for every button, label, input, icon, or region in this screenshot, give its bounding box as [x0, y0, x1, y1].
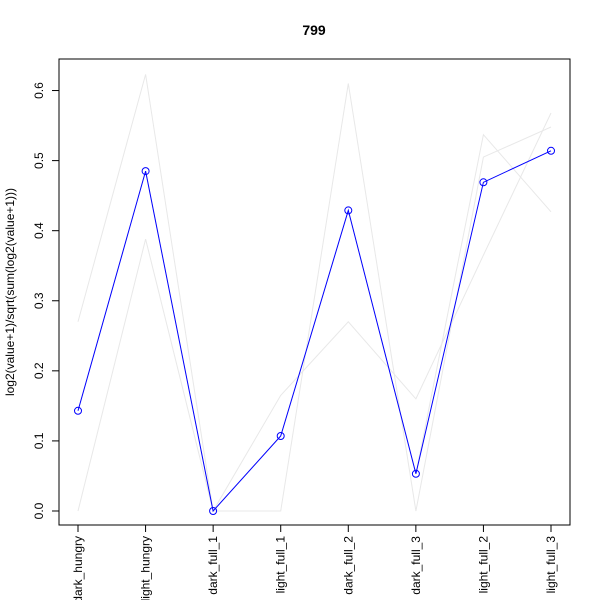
y-tick-label: 0.4 — [32, 222, 46, 239]
y-tick-label: 0.3 — [32, 292, 46, 309]
x-tick-label: dark_hungry — [71, 536, 85, 600]
x-tick-label: dark_full_1 — [206, 536, 220, 595]
data-point-light_full_1 — [276, 432, 285, 440]
data-point-dark_full_2 — [344, 206, 353, 215]
y-tick-label: 0.0 — [32, 502, 46, 519]
y-tick-label: 0.6 — [32, 82, 46, 99]
chart-title: 799 — [302, 22, 326, 38]
x-tick-label: light_hungry — [139, 536, 153, 600]
data-point-light_full_3 — [547, 146, 555, 155]
y-axis-label: log2(value+1)/sqrt(sum(log2(value+1))) — [3, 188, 17, 396]
data-point-dark_full_3 — [411, 469, 420, 478]
x-tick-label: light_full_1 — [274, 536, 288, 594]
y-axis: 0.0 0.1 0.2 0.3 0.4 0.5 0.6 — [32, 82, 60, 519]
y-tick-label: 0.5 — [32, 152, 46, 169]
x-tick-label: light_full_3 — [544, 536, 558, 594]
y-tick-label: 0.2 — [32, 362, 46, 379]
plot-frame — [58, 58, 571, 526]
series-line — [77, 150, 552, 513]
main-series — [74, 146, 555, 515]
data-point-light_full_2 — [479, 178, 488, 187]
data-point-dark_full_1 — [209, 507, 218, 515]
background-line-1 — [77, 74, 552, 512]
background-lines — [77, 74, 552, 513]
x-tick-label: light_full_2 — [476, 536, 490, 594]
x-tick-label: dark_full_3 — [409, 536, 423, 595]
x-axis: dark_hungry light_hungry dark_full_1 light_… — [71, 524, 558, 600]
background-line-2 — [77, 112, 552, 513]
data-point-dark_hungry — [74, 406, 82, 415]
data-point-light_hungry — [141, 167, 150, 176]
x-tick-label: dark_full_2 — [341, 536, 355, 595]
y-tick-label: 0.1 — [32, 432, 46, 449]
